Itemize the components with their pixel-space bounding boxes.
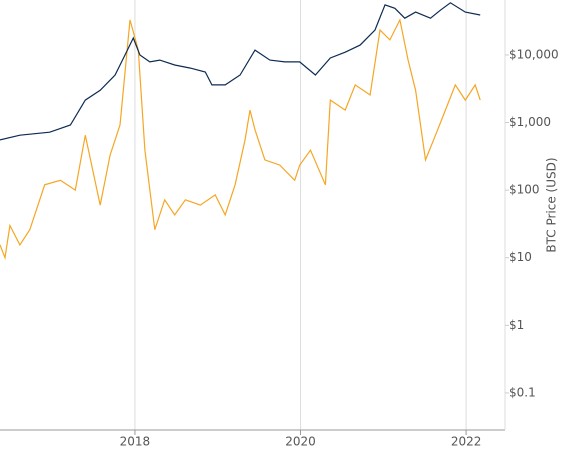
y-tick-label: $1 bbox=[509, 318, 524, 332]
x-tick-label: 2018 bbox=[120, 435, 151, 449]
x-tick-label: 2020 bbox=[285, 435, 316, 449]
y-axis-label: BTC Price (USD) bbox=[545, 157, 559, 252]
x-tick-label: 2022 bbox=[451, 435, 482, 449]
y-tick-label: $10,000 bbox=[509, 47, 559, 61]
y-tick-label: $0.1 bbox=[509, 385, 536, 399]
price-line bbox=[0, 18, 481, 261]
y-tick-label: $10 bbox=[509, 250, 532, 264]
price-line bbox=[0, 2, 481, 141]
y-tick-label: $100 bbox=[509, 183, 540, 197]
y-tick-label: $1,000 bbox=[509, 115, 551, 129]
